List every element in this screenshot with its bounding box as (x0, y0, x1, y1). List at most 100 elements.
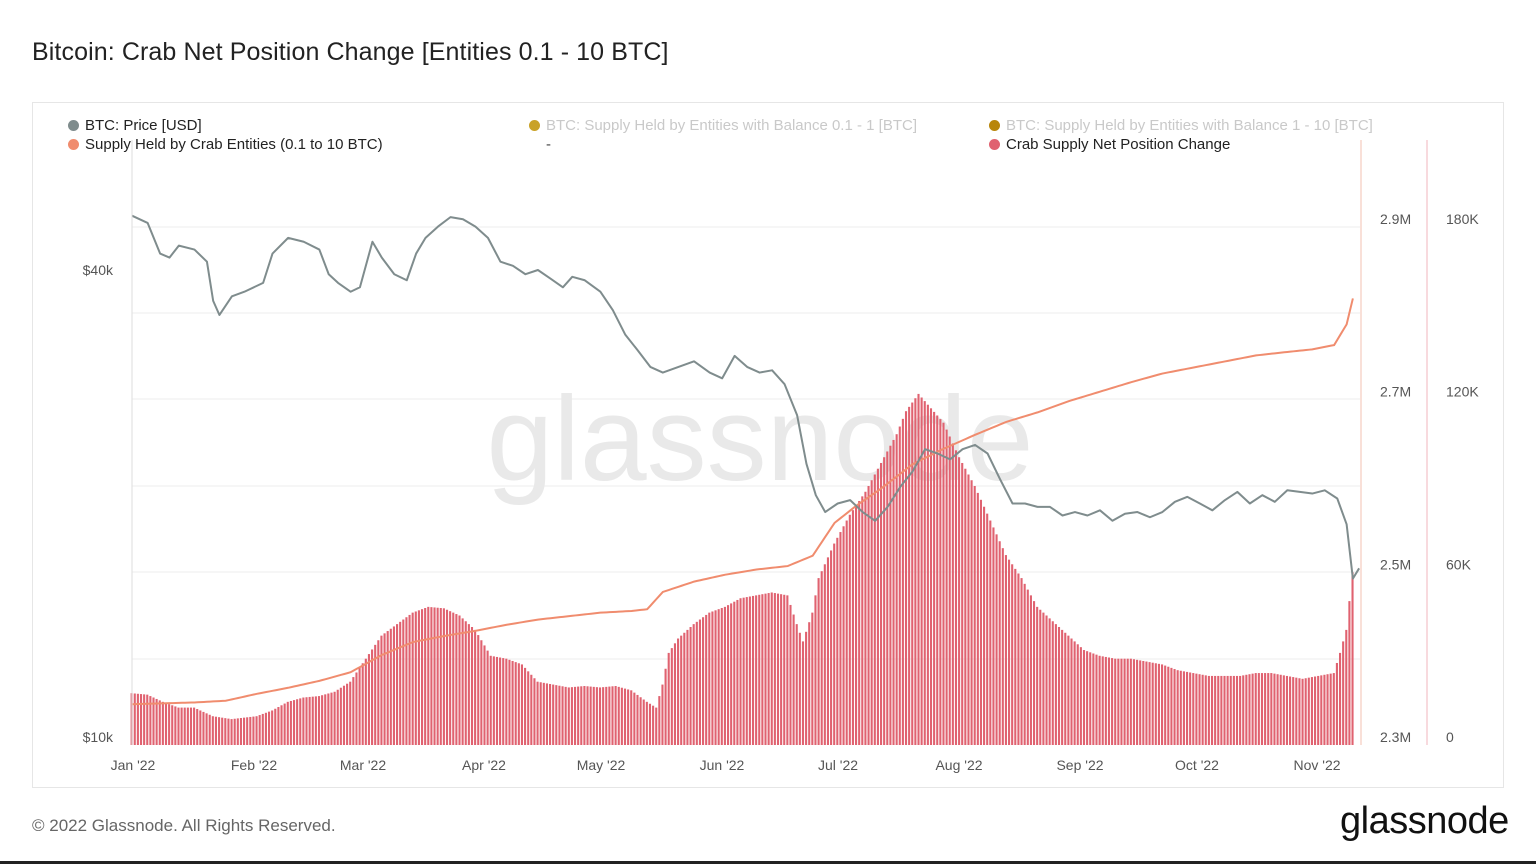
net-position-bar (1314, 676, 1317, 745)
net-position-bar (633, 692, 636, 745)
net-position-bar (402, 619, 405, 745)
net-position-bar (489, 655, 492, 745)
net-position-bar (664, 668, 667, 745)
net-position-bar (698, 619, 701, 745)
net-position-bar (939, 419, 942, 745)
net-position-bar (1192, 673, 1195, 745)
net-position-bar (183, 707, 186, 745)
legend-item-supply-0-1-1[interactable]: BTC: Supply Held by Entities with Balanc… (529, 117, 917, 134)
net-position-bar (842, 526, 845, 745)
net-position-bar (570, 687, 573, 745)
net-position-bar (1070, 638, 1073, 745)
legend-label: BTC: Supply Held by Entities with Balanc… (1006, 117, 1373, 134)
net-position-bar (1173, 669, 1176, 745)
net-position-bar (1048, 618, 1051, 745)
right-axis-2-tick-label: 180K (1446, 211, 1479, 227)
net-position-bar (1089, 652, 1092, 745)
net-position-bar (1210, 675, 1214, 745)
net-position-bar (449, 611, 452, 745)
net-position-bar (730, 603, 733, 745)
net-position-bar (564, 686, 567, 745)
net-position-bar (1182, 671, 1185, 745)
net-position-bar (680, 635, 683, 745)
net-position-bar (630, 690, 633, 745)
net-position-bar (1198, 674, 1201, 745)
net-position-bar (617, 686, 620, 745)
net-position-bar (611, 686, 614, 745)
net-position-bar (814, 595, 817, 745)
net-position-bar (929, 408, 933, 745)
net-position-bar (767, 593, 770, 745)
net-position-bar (424, 608, 427, 745)
legend-dot-icon (68, 139, 79, 150)
net-position-bar (573, 686, 577, 745)
net-position-bar (374, 644, 377, 745)
legend-item-crab-net-change[interactable]: Crab Supply Net Position Change (989, 136, 1230, 153)
net-position-bar (1011, 564, 1014, 745)
net-position-bar (1095, 654, 1098, 745)
net-position-bar (748, 596, 751, 745)
net-position-bar (1257, 673, 1260, 745)
net-position-bar (1189, 672, 1192, 745)
net-position-bar (1126, 658, 1129, 745)
net-position-bars (130, 393, 1354, 745)
net-position-bar (530, 674, 533, 745)
net-position-bar (1042, 612, 1045, 745)
net-position-bar (458, 615, 461, 745)
net-position-bar (261, 713, 264, 745)
btc-price-line (131, 214, 1360, 580)
net-position-bar (399, 621, 402, 745)
legend-label: BTC: Price [USD] (85, 117, 202, 134)
net-position-bar (520, 664, 524, 745)
net-position-bar (358, 667, 361, 745)
net-position-bar (1154, 663, 1157, 745)
net-position-bar (923, 401, 926, 745)
net-position-bar (755, 595, 758, 745)
net-position-bar (258, 715, 261, 745)
net-position-bar (233, 718, 236, 745)
net-position-bar (414, 611, 417, 745)
net-position-bar (1176, 670, 1179, 745)
net-position-bar (1301, 678, 1304, 745)
net-position-bar (898, 426, 901, 745)
net-position-bar (495, 656, 499, 745)
net-position-bar (901, 418, 904, 745)
legend-item-supply-1-10[interactable]: BTC: Supply Held by Entities with Balanc… (989, 117, 1373, 134)
right-axis-1-tick-label: 2.3M (1380, 729, 1411, 745)
net-position-bar (605, 686, 608, 745)
net-position-bar (776, 593, 780, 745)
net-position-bar (986, 513, 989, 745)
net-position-bar (764, 593, 767, 745)
net-position-bar (711, 611, 714, 745)
net-position-bar (1136, 659, 1139, 745)
right-axis-1-tick-label: 2.5M (1380, 556, 1411, 572)
net-position-bar (1098, 655, 1101, 745)
net-position-bar (311, 696, 314, 745)
legend-label: Crab Supply Net Position Change (1006, 136, 1231, 153)
net-position-bar (705, 614, 708, 745)
net-position-bar (876, 468, 879, 745)
legend-item-crab-supply[interactable]: Supply Held by Crab Entities (0.1 to 10 … (68, 136, 383, 153)
net-position-bar (186, 707, 189, 745)
net-position-bar (396, 624, 399, 745)
net-position-bar (542, 682, 545, 745)
series-lines (131, 214, 1360, 706)
net-position-bar (1326, 674, 1329, 745)
x-tick-label: Jun '22 (700, 757, 745, 773)
x-tick-label: Jul '22 (818, 757, 858, 773)
net-position-bar (989, 520, 992, 745)
net-position-bar (158, 700, 161, 745)
net-position-bar (505, 658, 508, 745)
net-position-bar (433, 607, 436, 745)
net-position-bar (524, 667, 527, 745)
net-position-bar (883, 457, 886, 745)
net-position-bar (1101, 656, 1104, 745)
net-position-bar (1342, 641, 1345, 745)
net-position-bar (230, 719, 233, 745)
net-position-bar (1120, 658, 1123, 745)
net-position-bar (577, 686, 580, 745)
net-position-bar (839, 532, 842, 745)
net-position-bar (1008, 559, 1011, 745)
left-tick-label: $10k (83, 729, 114, 745)
legend-item-btc-price[interactable]: BTC: Price [USD] (68, 117, 202, 134)
